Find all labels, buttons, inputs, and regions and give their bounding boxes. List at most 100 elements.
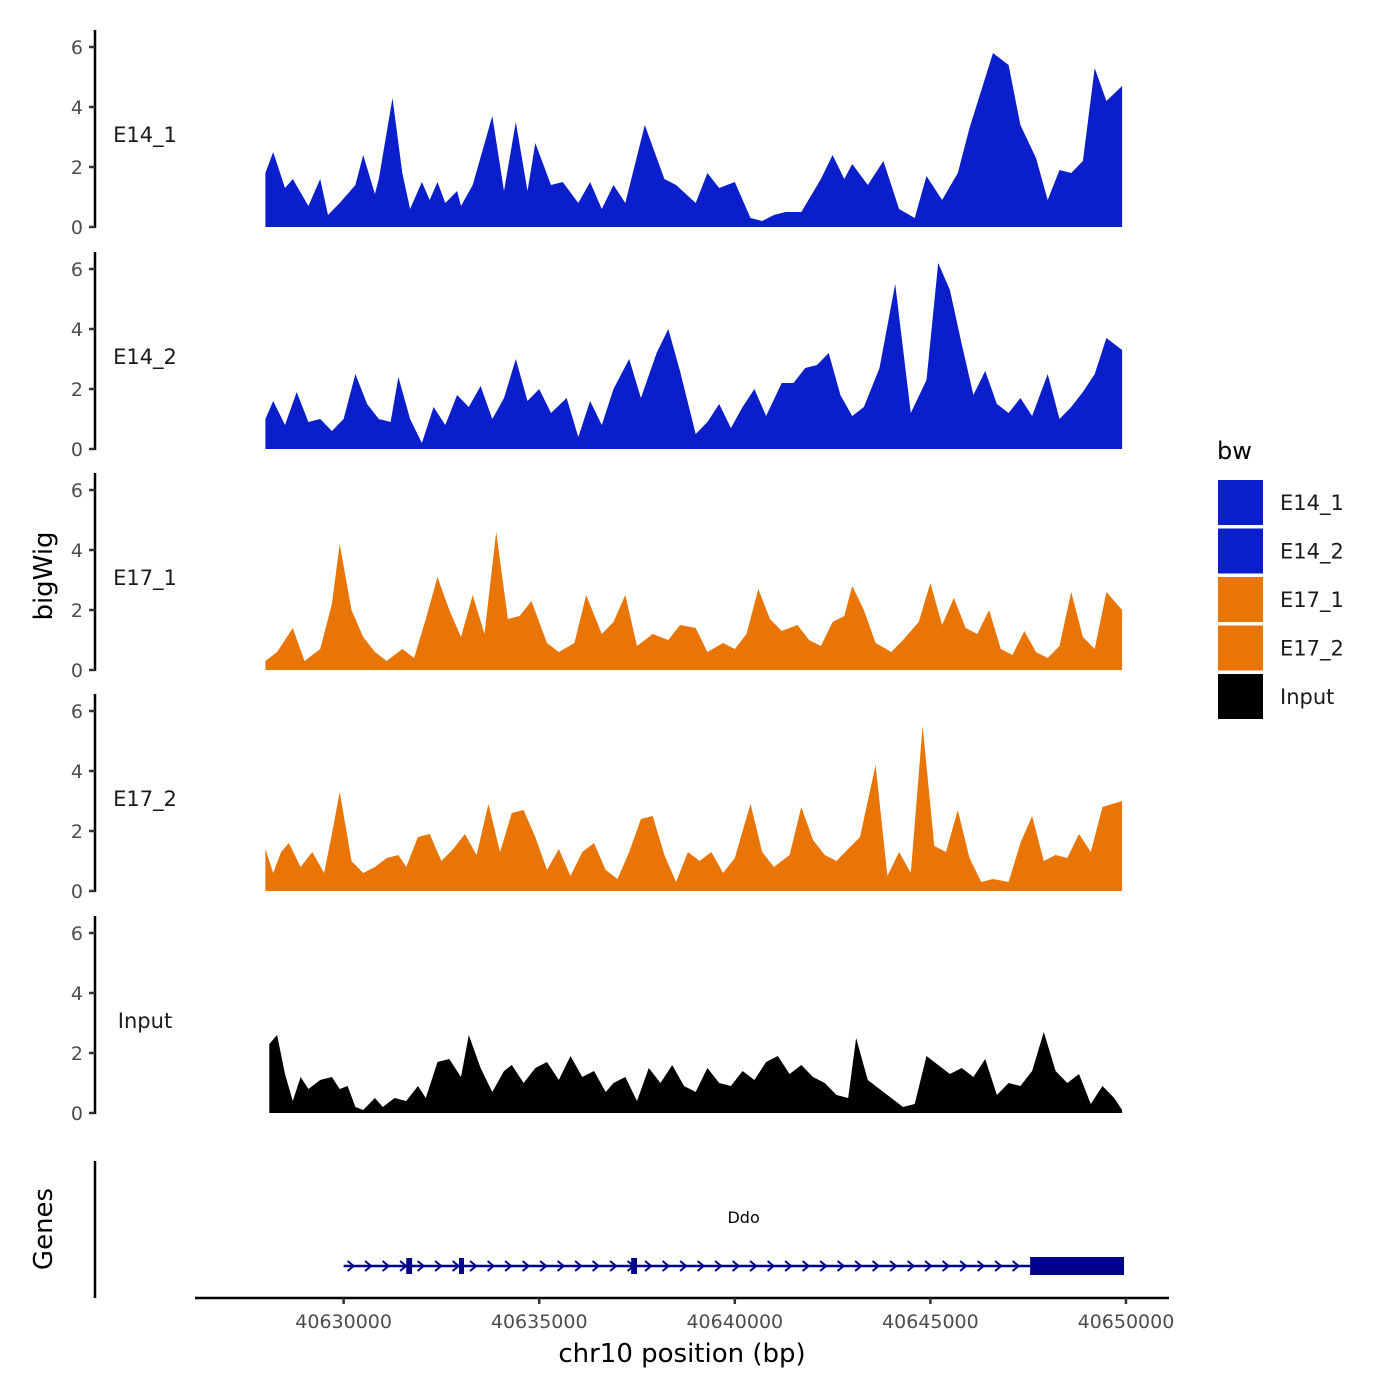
track-label: E17_2	[113, 787, 177, 812]
strand-arrow	[521, 1260, 531, 1272]
y-tick-label: 6	[71, 37, 83, 59]
strand-arrow	[731, 1260, 741, 1272]
strand-arrow	[906, 1260, 916, 1272]
strand-arrow	[504, 1260, 513, 1272]
y-tick-label: 2	[71, 1043, 83, 1065]
strand-arrow	[539, 1260, 548, 1272]
strand-arrow	[644, 1260, 653, 1272]
gene-name-label: Ddo	[727, 1208, 759, 1227]
strand-arrow	[451, 1260, 461, 1272]
y-tick-label: 0	[71, 1103, 83, 1125]
strand-arrow	[399, 1260, 408, 1272]
x-tick-label: 40650000	[1078, 1311, 1175, 1333]
track-label: E14_2	[113, 345, 177, 370]
x-axis-title: chr10 position (bp)	[558, 1339, 805, 1369]
coverage-area	[265, 53, 1123, 227]
y-tick-label: 2	[71, 157, 83, 179]
strand-arrow	[591, 1260, 601, 1272]
legend-label: Input	[1280, 685, 1334, 709]
y-tick-label: 2	[71, 600, 83, 622]
strand-arrow	[801, 1260, 811, 1272]
strand-arrow	[381, 1260, 391, 1272]
legend-label: E17_2	[1280, 637, 1344, 662]
x-tick-label: 40635000	[491, 1311, 588, 1333]
legend-swatch	[1218, 674, 1263, 719]
strand-arrow	[959, 1260, 968, 1272]
coverage-area	[265, 532, 1123, 670]
track-e14-2: 0 2 4 6 E14_2	[71, 252, 1123, 461]
y-tick-label: 6	[71, 259, 83, 281]
legend-label: E14_2	[1280, 540, 1344, 565]
gene-exon	[631, 1258, 638, 1274]
x-tick-label: 40640000	[686, 1311, 783, 1333]
strand-arrow	[416, 1260, 426, 1272]
x-axis: 40630000 40635000 40640000 40645000 40650000	[195, 1296, 1175, 1333]
strand-arrow	[574, 1260, 583, 1272]
legend-swatch	[1218, 577, 1263, 622]
strand-arrow	[854, 1260, 863, 1272]
strand-arrow	[469, 1260, 478, 1272]
y-tick-label: 4	[71, 97, 83, 119]
legend-swatch	[1218, 625, 1263, 671]
track-label: E17_1	[113, 566, 177, 591]
x-tick-label: 40645000	[882, 1311, 979, 1333]
strand-arrow	[661, 1260, 671, 1272]
track-label: E14_1	[113, 123, 177, 148]
legend-swatch	[1218, 528, 1263, 574]
strand-arrow	[1011, 1260, 1021, 1272]
legend: bw E14_1 E14_2 E17_1 E17_2 Input	[1217, 437, 1344, 719]
y-tick-label: 4	[71, 761, 83, 783]
strand-arrow	[941, 1260, 951, 1272]
genes-track: Genes Ddo	[29, 1161, 1125, 1298]
strand-arrow	[889, 1260, 898, 1272]
genes-track-label: Genes	[29, 1188, 59, 1270]
y-axis-title: bigWig	[29, 531, 59, 620]
coverage-area	[265, 726, 1123, 891]
gene-exon	[1030, 1257, 1125, 1275]
strand-arrow	[784, 1260, 793, 1272]
coverage-area	[269, 1032, 1123, 1113]
legend-label: E17_1	[1280, 588, 1344, 613]
track-e17-1: 0 2 4 6 E17_1	[71, 473, 1123, 682]
strand-arrow	[749, 1260, 758, 1272]
strand-arrow	[924, 1260, 933, 1272]
y-tick-label: 0	[71, 660, 83, 682]
strand-arrow	[714, 1260, 723, 1272]
y-tick-label: 2	[71, 821, 83, 843]
legend-label: E14_1	[1280, 491, 1344, 516]
legend-title: bw	[1217, 437, 1252, 465]
strand-arrow	[836, 1260, 846, 1272]
strand-arrow	[346, 1260, 356, 1272]
y-tick-label: 4	[71, 319, 83, 341]
y-tick-label: 6	[71, 480, 83, 502]
track-e14-1: 0 2 4 6 E14_1	[71, 30, 1123, 239]
strand-arrow	[976, 1260, 986, 1272]
strand-arrow	[766, 1260, 776, 1272]
strand-arrow	[679, 1260, 688, 1272]
y-tick-label: 4	[71, 540, 83, 562]
y-tick-label: 0	[71, 217, 83, 239]
strand-arrow	[696, 1260, 706, 1272]
track-e17-2: 0 2 4 6 E17_2	[71, 694, 1123, 903]
y-tick-label: 6	[71, 923, 83, 945]
strand-arrow	[819, 1260, 828, 1272]
track-label: Input	[118, 1009, 172, 1033]
coverage-area	[265, 263, 1123, 449]
strand-arrow	[364, 1260, 373, 1272]
y-tick-label: 4	[71, 983, 83, 1005]
track-input: 0 2 4 6 Input	[71, 916, 1123, 1125]
y-tick-label: 0	[71, 439, 83, 461]
coverage-tracks: 0 2 4 6 E14_1 0 2 4 6 E14_2 0 2 4 6 E17_1 0 2 4 6 E17_2 0 2 4 6…	[71, 30, 1123, 1125]
y-tick-label: 6	[71, 701, 83, 723]
strand-arrow	[609, 1260, 618, 1272]
x-tick-label: 40630000	[295, 1311, 392, 1333]
legend-swatch	[1218, 480, 1263, 525]
gene-exon	[406, 1258, 413, 1274]
strand-arrow	[871, 1260, 881, 1272]
gene-exon	[459, 1258, 465, 1274]
strand-arrow	[486, 1260, 496, 1272]
y-tick-label: 0	[71, 881, 83, 903]
strand-arrow	[434, 1260, 443, 1272]
y-tick-label: 2	[71, 379, 83, 401]
